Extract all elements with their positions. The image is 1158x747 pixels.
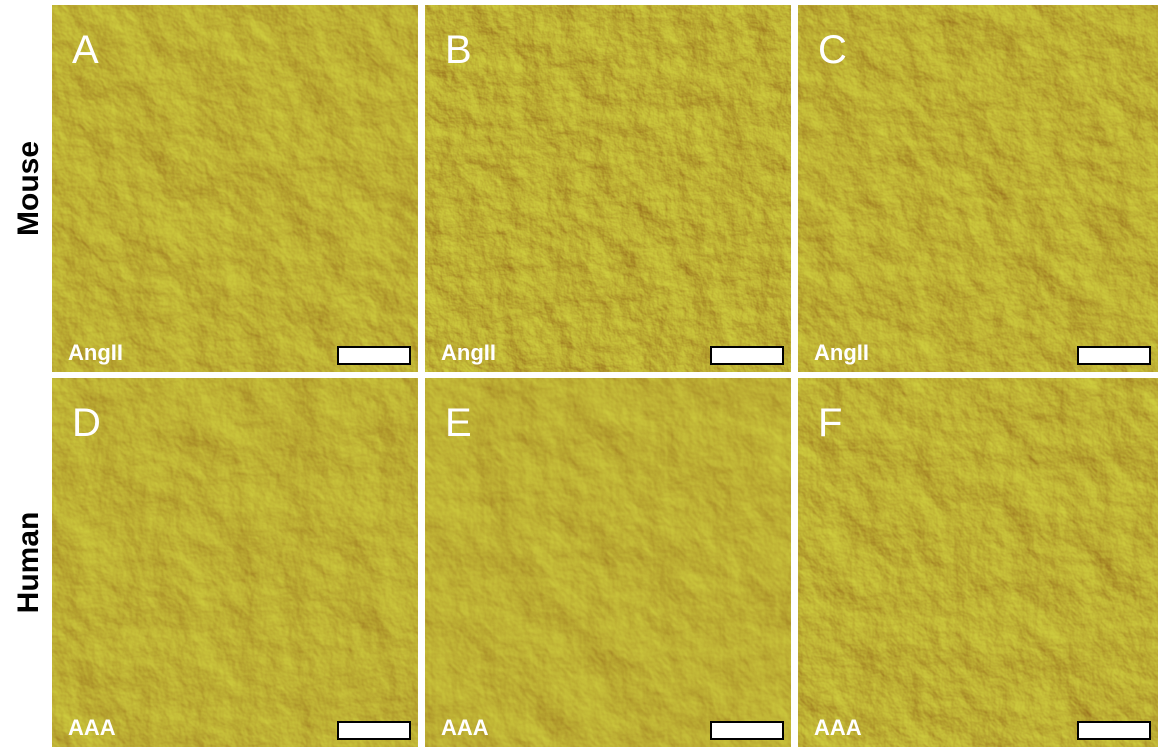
condition-label: AAA: [814, 715, 862, 740]
condition-label: AngII: [814, 340, 869, 365]
scale-bar: [1078, 722, 1150, 739]
afm-image: [52, 5, 418, 372]
panel: A AngII: [52, 5, 418, 372]
panel-letter: C: [818, 28, 847, 72]
row-label: Human: [12, 512, 45, 614]
scale-bar: [711, 347, 783, 364]
afm-image: [798, 378, 1158, 747]
panel-letter: A: [72, 28, 99, 72]
panel-letter: F: [818, 401, 842, 445]
afm-image: [425, 5, 791, 372]
panel-letter: E: [445, 401, 472, 445]
afm-image: [52, 378, 418, 747]
scale-bar: [1078, 347, 1150, 364]
panel-letter: B: [445, 28, 472, 72]
afm-image: [425, 378, 791, 747]
panel: E AAA: [425, 378, 791, 747]
panel: C AngII: [798, 5, 1158, 372]
scale-bar: [711, 722, 783, 739]
condition-label: AAA: [441, 715, 489, 740]
page: Mouse A AngII B AngII C AngII Human D AAA E AAA F AAA…: [0, 0, 1158, 747]
condition-label: AngII: [441, 340, 496, 365]
afm-image: [798, 5, 1158, 372]
panel: D AAA: [52, 378, 418, 747]
condition-label: AngII: [68, 340, 123, 365]
row-label: Mouse: [12, 141, 45, 236]
scale-bar: [338, 347, 410, 364]
figure: Mouse A AngII B AngII C AngII Human D AAA E AAA F AAA: [0, 0, 1158, 747]
panel: F AAA: [798, 378, 1158, 747]
panel: B AngII: [425, 5, 791, 372]
scale-bar: [338, 722, 410, 739]
panel-letter: D: [72, 401, 101, 445]
condition-label: AAA: [68, 715, 116, 740]
